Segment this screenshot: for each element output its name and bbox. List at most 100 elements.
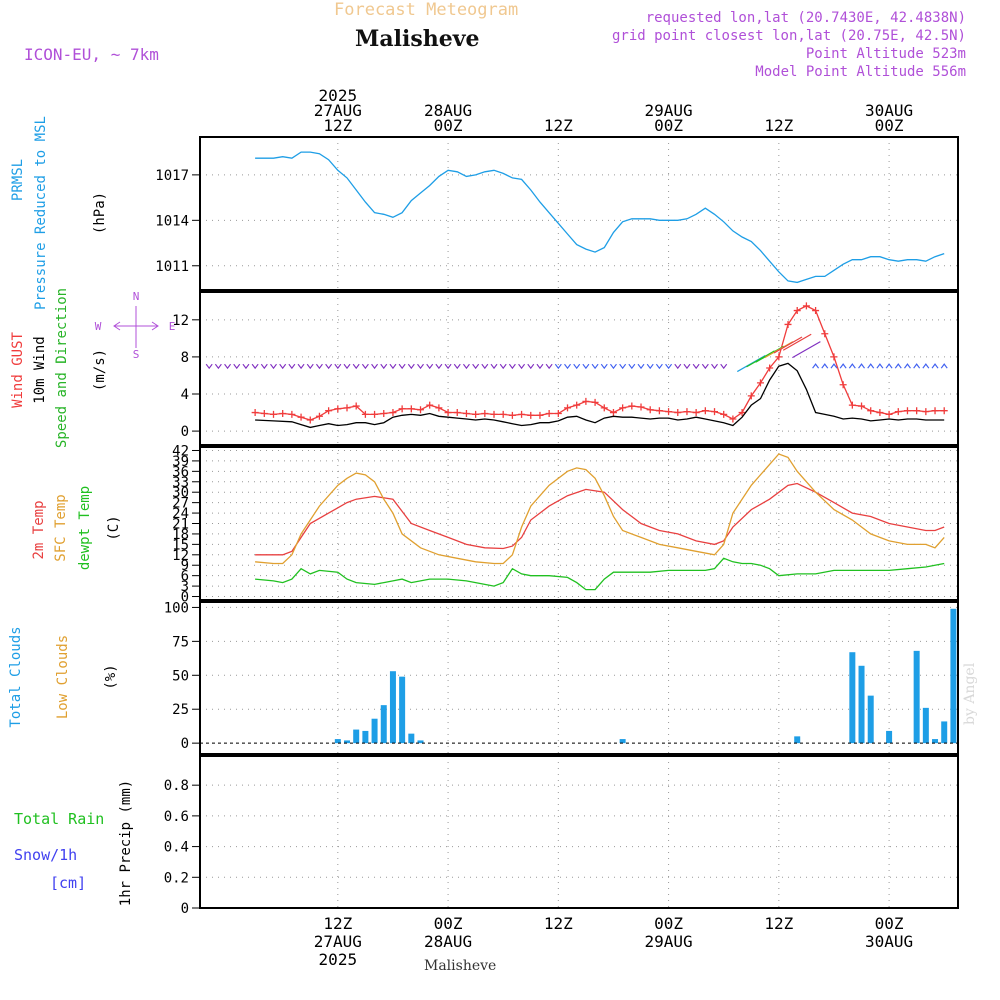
gust-marker [527, 411, 535, 419]
gust-marker [508, 411, 516, 419]
gust-marker [867, 407, 875, 415]
wind-dir-arrow [773, 336, 803, 354]
panel-frame-pressure [199, 136, 959, 291]
ylabel-wind: 10m Wind [32, 336, 48, 403]
cloud-bar [886, 730, 893, 744]
ytick-label-temperature: 15 [172, 537, 189, 553]
gust-marker [637, 403, 645, 411]
ylabel-low-clouds: Low Clouds [55, 635, 71, 719]
x-label-top: 00Z [875, 116, 904, 135]
ytick-label-temperature: 12 [172, 548, 189, 564]
gust-marker [435, 404, 443, 412]
wind-dir-arrow [573, 363, 581, 370]
ylabel-precip: 1hr Precip (mm) [118, 780, 134, 906]
wind-dir-arrow [646, 363, 654, 370]
gust-marker [398, 405, 406, 413]
ytick-label-temperature: 21 [172, 517, 189, 533]
x-label-bottom: 2025 [319, 950, 358, 969]
gust-marker [499, 410, 507, 418]
x-label-bottom: 12Z [764, 914, 793, 933]
location-title: Malisheve [355, 26, 480, 52]
cloud-bar [619, 739, 626, 744]
wind-dir-arrow [242, 363, 250, 370]
gust-marker [940, 407, 948, 415]
ylabel-2m-temp: 2m Temp [31, 500, 47, 559]
gust-marker [711, 408, 719, 416]
gust-marker [371, 410, 379, 418]
x-label-bottom: 12Z [323, 914, 352, 933]
wind-dir-arrow [472, 363, 480, 370]
wind-dir-arrow [233, 363, 241, 370]
cloud-bar [794, 736, 801, 744]
ytick-label-temperature: 36 [172, 464, 189, 480]
wind-dir-arrow [205, 363, 213, 370]
gust-marker [490, 410, 498, 418]
ytick-label-temperature: 18 [172, 527, 189, 543]
ylabel-sfc-temp: SFC Temp [53, 494, 69, 561]
x-label-top: 12Z [764, 116, 793, 135]
gust-marker [472, 410, 480, 418]
cloud-bar [941, 721, 948, 744]
gust-marker [481, 409, 489, 417]
gust-marker [564, 404, 572, 412]
cloud-bar [932, 739, 939, 744]
gust-marker [903, 407, 911, 415]
wind-dir-arrow [940, 363, 948, 369]
x-label-top: 2025 [319, 86, 358, 105]
wind-dir-arrow [426, 363, 434, 370]
x-label-top: 00Z [434, 116, 463, 135]
panel-frame-wind [199, 291, 959, 446]
wind-dir-arrow [848, 363, 856, 369]
gust-marker [260, 409, 268, 417]
compass-n: N [133, 290, 140, 303]
ytick-label-wind: 4 [181, 387, 189, 403]
series-wind-0 [255, 305, 945, 421]
wind-dir-arrow [830, 363, 838, 369]
x-label-bottom: 00Z [434, 914, 463, 933]
gust-marker [582, 397, 590, 405]
gust-marker [306, 416, 314, 424]
gust-marker [766, 364, 774, 372]
gust-marker [545, 409, 553, 417]
x-label-bottom: 12Z [544, 914, 573, 933]
wind-dir-arrow [839, 363, 847, 369]
wind-dir-arrow [279, 363, 287, 370]
gust-marker [573, 401, 581, 409]
cloud-bar [353, 729, 360, 744]
wind-dir-arrow [325, 363, 333, 370]
wind-dir-arrow [435, 363, 443, 370]
gust-marker [775, 353, 783, 361]
ytick-label-precip: 0.8 [164, 778, 189, 794]
compass-s: S [133, 348, 140, 361]
gust-marker [756, 379, 764, 387]
wind-dir-arrow [821, 363, 829, 369]
ytick-label-pressure: 1014 [155, 213, 189, 229]
wind-dir-arrow [683, 363, 691, 370]
gust-marker [343, 404, 351, 412]
cloud-bar [849, 652, 856, 744]
wind-dir-arrow [527, 363, 535, 370]
ylabel-clouds-unit: (%) [103, 664, 119, 689]
gust-marker [297, 413, 305, 421]
gust-marker [407, 405, 415, 413]
gust-marker [729, 415, 737, 423]
cloud-bar [950, 608, 957, 744]
gust-marker [518, 410, 526, 418]
gust-marker [444, 409, 452, 417]
ytick-label-temperature: 33 [172, 475, 189, 491]
ytick-label-precip: 0.6 [164, 809, 189, 825]
wind-dir-arrow [251, 363, 259, 370]
cloud-bar [380, 705, 387, 744]
gust-marker [628, 402, 636, 410]
legend-snow: Snow/1h [14, 846, 77, 864]
wind-dir-arrow [931, 363, 939, 369]
wind-dir-arrow [343, 363, 351, 370]
gust-marker [830, 353, 838, 361]
ytick-label-temperature: 39 [172, 454, 189, 470]
wind-dir-arrow [306, 363, 314, 370]
ytick-label-wind: 8 [181, 350, 189, 366]
wind-dir-arrow [407, 363, 415, 370]
wind-dir-arrow [782, 333, 812, 351]
